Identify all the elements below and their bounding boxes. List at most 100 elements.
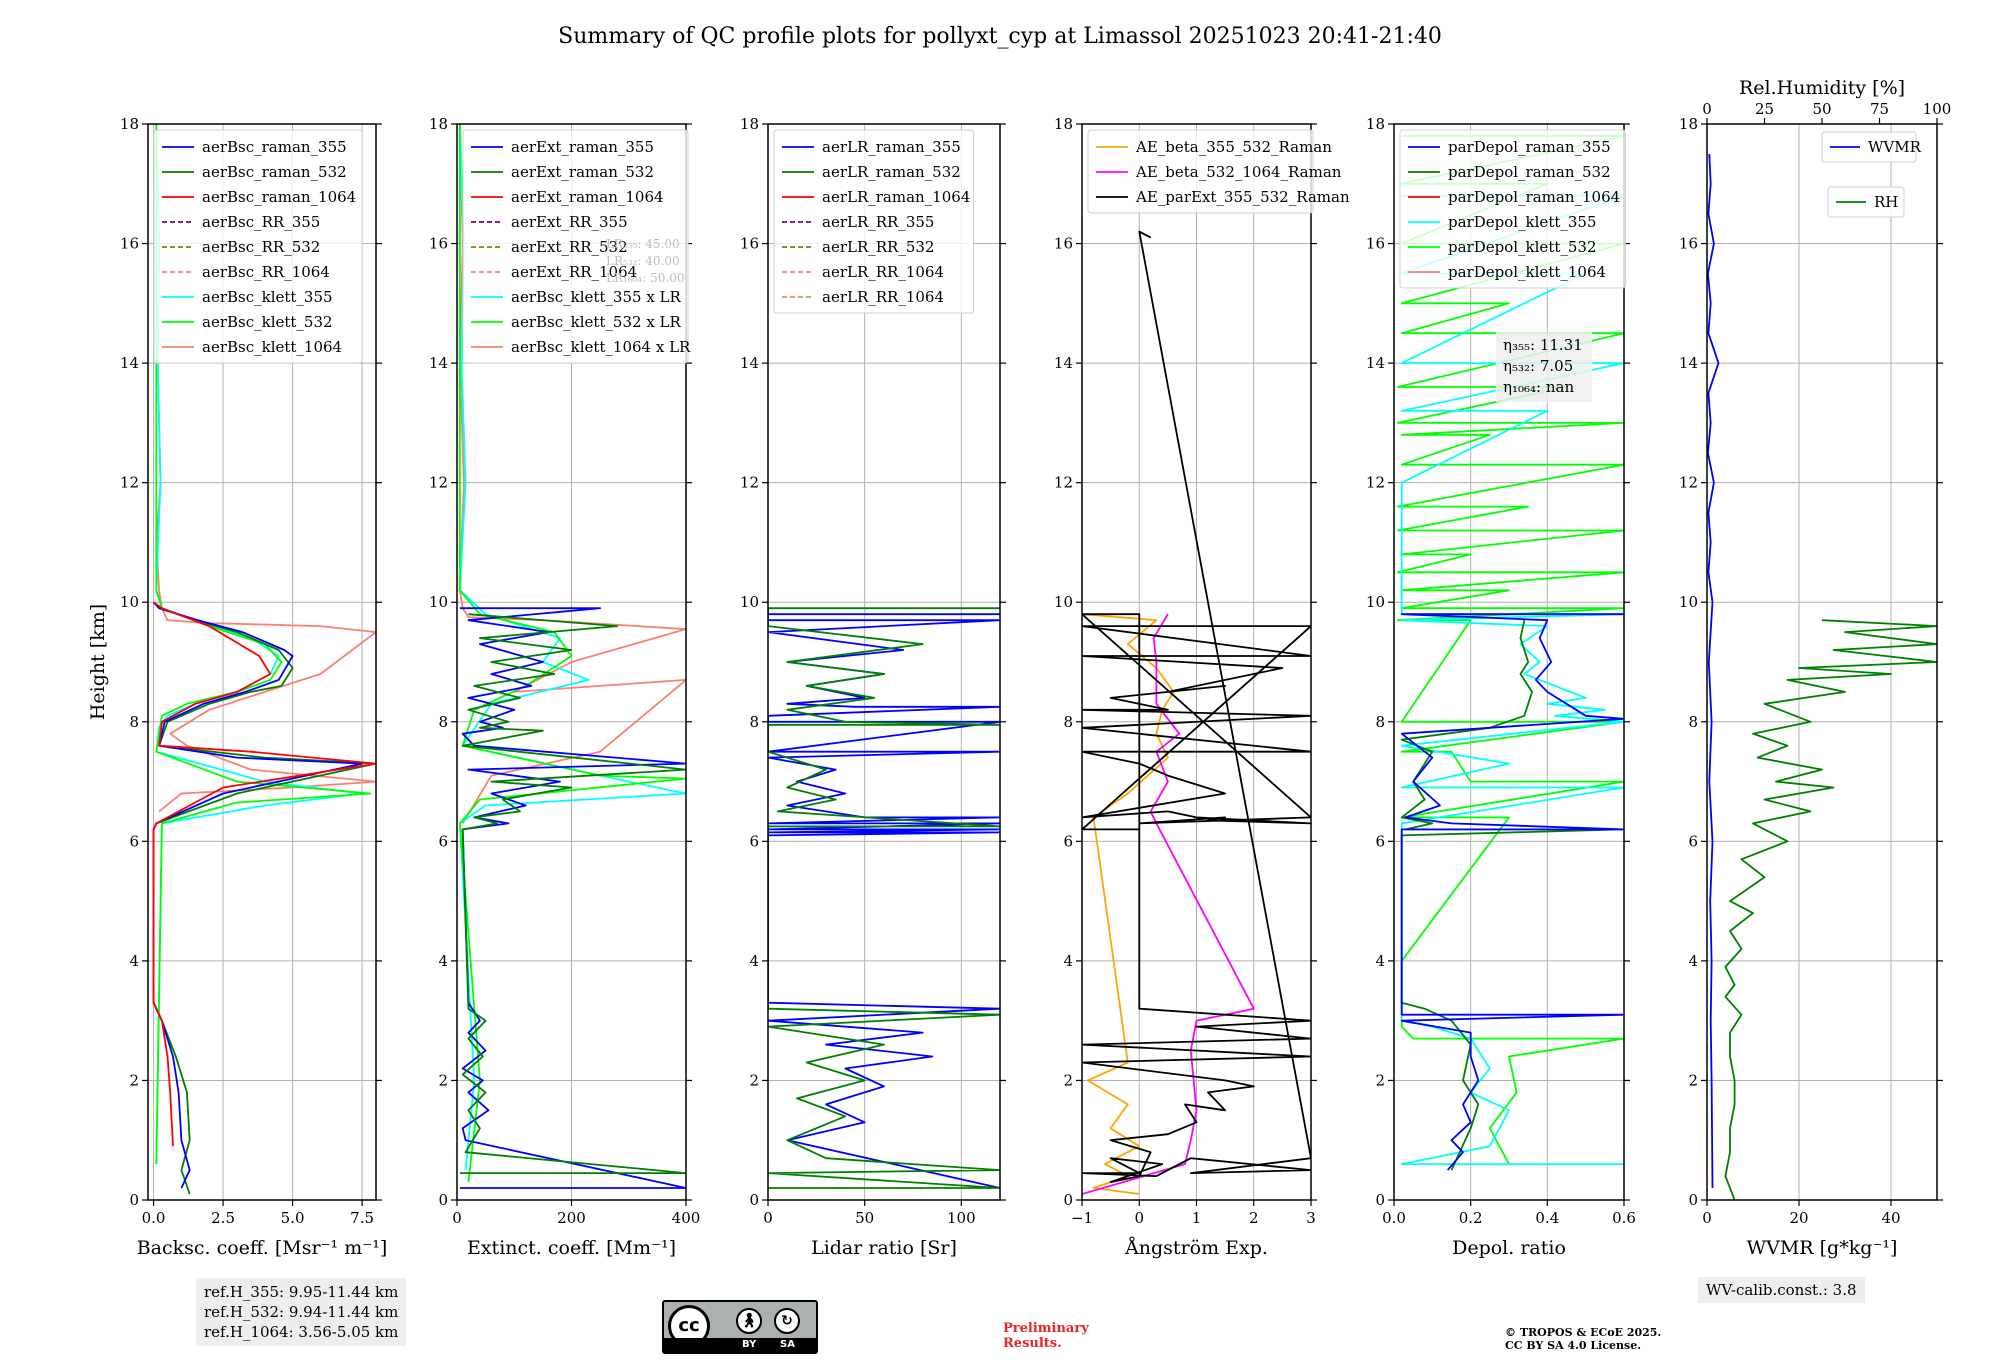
x-tick-label: 3 [1306,1209,1316,1227]
x-tick-label: 100 [947,1209,976,1227]
y-tick-label: 0 [129,1191,139,1209]
series-line-aerbsc-klett-1064-x-lr [458,124,686,824]
x-tick-label: 0 [763,1209,773,1227]
x-tick-label: 0 [1702,1209,1712,1227]
series-line-pardepol-raman-532 [1400,620,1624,1171]
legend-label: aerBsc_RR_1064 [202,263,330,281]
lr-value-lr_1064: LR₁₀₆₄: 50.00 [606,271,684,285]
y-tick-label: 12 [1054,474,1073,492]
legend-label: aerBsc_raman_1064 [202,188,356,206]
wv-calibration-constant: WV-calib.const.: 3.8 [1706,1281,1857,1299]
series-line-aerlr-raman-355 [768,613,1000,1189]
legend-label: aerLR_raman_1064 [822,188,970,206]
y-tick-label: 10 [120,593,139,611]
y-tick-label: 12 [1679,474,1698,492]
legend-label: parDepol_raman_532 [1448,163,1611,181]
legend-label: aerBsc_klett_1064 x LR [511,338,691,356]
figure-title: Summary of QC profile plots for pollyxt_… [558,24,1442,49]
copyright-line-1: © TROPOS & ECoE 2025. [1505,1326,1662,1339]
y-tick-label: 18 [1054,115,1073,133]
x-tick-label: 40 [1881,1209,1900,1227]
top-x-tick-label: 0 [1702,100,1712,118]
legend-box [1821,131,1917,163]
legend-label: aerExt_RR_355 [511,213,628,231]
y-tick-label: 12 [429,474,448,492]
y-tick-label: 8 [438,713,448,731]
legend-label: aerExt_raman_532 [511,163,654,181]
y-tick-label: 6 [129,832,139,850]
y-tick-label: 0 [749,1191,759,1209]
x-tick-label: 1 [1192,1209,1202,1227]
x-axis-label: WVMR [g*kg⁻¹] [1747,1237,1898,1259]
y-tick-label: 16 [429,235,448,253]
legend: parDepol_raman_355 parDepol_raman_532 parD… [1399,129,1626,289]
preliminary-line-2: Results. [1003,1336,1062,1351]
top-axis-label: Rel.Humidity [%] [1739,77,1905,99]
y-tick-label: 16 [1366,235,1385,253]
legend-label: aerExt_raman_1064 [511,188,664,206]
y-tick-label: 16 [1054,235,1073,253]
y-tick-label: 2 [1688,1071,1698,1089]
legend-label: parDepol_raman_355 [1448,138,1611,156]
series-group [152,124,376,1195]
legend-label: aerExt_raman_355 [511,138,654,156]
legend-label: RH [1874,193,1898,211]
legend-label: parDepol_klett_355 [1448,213,1597,231]
legend-label: aerBsc_klett_355 [202,288,333,306]
y-tick-label: 14 [1054,354,1073,372]
x-tick-label: 7.5 [350,1209,374,1227]
series-group [1707,153,1937,1200]
series-line-aerbsc-klett-355-x-lr [458,124,686,1171]
eta-value-eta_532: η₅₃₂: 7.05 [1503,357,1573,375]
series-line-aerbsc-raman-532 [152,601,376,1195]
legend-label: aerBsc_klett_1064 [202,338,342,356]
x-axis-label: Depol. ratio [1452,1237,1566,1259]
legend-label: aerExt_RR_532 [511,238,628,256]
legend-label: aerBsc_RR_532 [202,238,320,256]
legend-label: aerExt_RR_1064 [511,263,637,281]
legend-label: parDepol_raman_1064 [1448,188,1620,206]
y-tick-label: 8 [1063,713,1073,731]
x-axis-label: Lidar ratio [Sr] [811,1237,957,1259]
legend-box [1087,129,1314,214]
x-tick-label: 50 [855,1209,874,1227]
top-x-tick-label: 50 [1812,100,1831,118]
y-tick-label: 8 [1375,713,1385,731]
y-tick-label: 14 [1679,354,1698,372]
y-tick-label: 12 [1366,474,1385,492]
y-tick-label: 4 [1375,952,1385,970]
share-alike-icon: ↻ [774,1308,800,1334]
eta-annotation: η₃₅₅: 11.31 η₅₃₂: 7.05 η₁₀₆₄: nan [1496,332,1592,402]
series-group [1396,135,1624,1171]
y-tick-label: 18 [120,115,139,133]
y-tick-label: 2 [129,1071,139,1089]
eta-value-eta_1064: η₁₀₆₄: nan [1503,378,1574,396]
top-x-tick-label: 25 [1755,100,1774,118]
refh-355: ref.H_355: 9.95-11.44 km [204,1283,399,1301]
series-line-pardepol-klett-532 [1396,135,1624,1165]
lr-value-lr_355: LR₃₅₅: 45.00 [606,237,680,251]
legend-label: aerBsc_RR_355 [202,213,320,231]
panel-depol: 0 2 4 6 8 10 12 14 16 18 0.0 0.2 0.4 0.6 Depol. ratio p… [1366,115,1636,1259]
series-line-aerext-raman-532 [459,613,686,1174]
axes-frame [1706,123,1938,1201]
y-tick-label: 6 [749,832,759,850]
eta-box [1496,332,1592,402]
refh-1064: ref.H_1064: 3.56-5.05 km [204,1323,399,1341]
y-tick-label: 0 [1063,1191,1073,1209]
y-tick-label: 18 [740,115,759,133]
y-tick-label: 18 [1366,115,1385,133]
series-line-aerext-raman-355 [459,607,686,1189]
legend-label: AE_beta_355_532_Raman [1135,138,1332,156]
legend: aerExt_raman_355 aerExt_raman_532 aerExt_r… [462,129,691,364]
y-tick-label: 16 [120,235,139,253]
y-tick-label: 10 [1366,593,1385,611]
top-x-tick-label: 75 [1870,100,1889,118]
preliminary-line-1: Preliminary [1003,1321,1089,1336]
legend-label: aerBsc_klett_532 x LR [511,313,682,331]
legend-label: AE_parExt_355_532_Raman [1135,188,1350,206]
cc-sa-label: SA [780,1339,795,1350]
panel-lr: 0 2 4 6 8 10 12 14 16 18 0 50 100 Lidar ratio [Sr] aer… [740,115,1006,1259]
x-axis-label: Extinct. coeff. [Mm⁻¹] [467,1237,676,1259]
legend-label: aerBsc_klett_355 x LR [511,288,682,306]
